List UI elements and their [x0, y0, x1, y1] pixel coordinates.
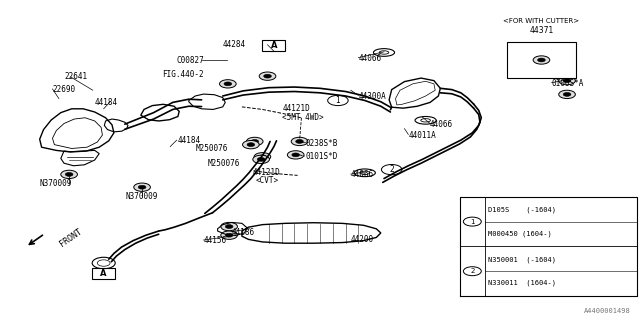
Circle shape [533, 56, 550, 64]
Text: 44184: 44184 [95, 98, 118, 107]
Text: 44156: 44156 [204, 236, 227, 245]
Circle shape [563, 92, 571, 96]
Text: <CVT>: <CVT> [256, 176, 279, 185]
Circle shape [538, 58, 545, 62]
Text: A: A [100, 269, 107, 278]
Text: 1: 1 [470, 219, 475, 225]
Text: 22641: 22641 [64, 72, 87, 81]
Text: C00827: C00827 [177, 56, 204, 65]
Text: A: A [271, 41, 277, 50]
Text: N370009: N370009 [125, 192, 158, 201]
Circle shape [296, 140, 303, 143]
Circle shape [224, 82, 232, 86]
Text: 44200: 44200 [351, 235, 374, 244]
Text: N350001  (-1604): N350001 (-1604) [488, 256, 556, 262]
Circle shape [243, 140, 259, 149]
Text: D105S    (-1604): D105S (-1604) [488, 206, 556, 213]
Circle shape [291, 137, 308, 146]
Text: 44066: 44066 [351, 170, 374, 179]
Circle shape [138, 185, 146, 189]
Circle shape [61, 170, 77, 179]
Text: N330011  (1604-): N330011 (1604-) [488, 280, 556, 286]
Text: 22690: 22690 [52, 85, 76, 94]
Circle shape [134, 183, 150, 191]
Text: A4400001498: A4400001498 [584, 308, 630, 314]
FancyBboxPatch shape [507, 42, 576, 78]
Text: 0238S*B: 0238S*B [306, 139, 339, 148]
Circle shape [65, 172, 73, 176]
Text: 44066: 44066 [430, 120, 453, 129]
Text: 44300A: 44300A [358, 92, 386, 100]
Circle shape [559, 76, 575, 85]
Text: 44066: 44066 [358, 54, 381, 63]
Circle shape [251, 140, 259, 143]
Circle shape [259, 155, 266, 159]
Text: M250076: M250076 [208, 159, 241, 168]
Circle shape [221, 222, 237, 231]
Circle shape [253, 155, 269, 164]
Circle shape [257, 157, 265, 161]
Circle shape [559, 90, 575, 99]
Circle shape [247, 143, 255, 147]
Circle shape [221, 231, 237, 239]
Text: 44011A: 44011A [408, 131, 436, 140]
Text: 2: 2 [389, 165, 394, 174]
Text: FIG.440-2: FIG.440-2 [162, 70, 204, 79]
Text: N370009: N370009 [40, 179, 72, 188]
Text: FRONT: FRONT [58, 227, 83, 248]
Text: 44284: 44284 [223, 40, 246, 49]
Circle shape [264, 74, 271, 78]
Circle shape [563, 79, 571, 83]
Text: M000450 (1604-): M000450 (1604-) [488, 230, 552, 237]
Circle shape [246, 137, 263, 146]
Text: 1: 1 [335, 96, 340, 105]
FancyBboxPatch shape [262, 40, 285, 51]
Text: M250076: M250076 [196, 144, 228, 153]
Text: 0101S*D: 0101S*D [306, 152, 339, 161]
FancyBboxPatch shape [92, 268, 115, 279]
Circle shape [254, 153, 271, 161]
Text: <FOR WITH CUTTER>: <FOR WITH CUTTER> [504, 18, 579, 24]
Circle shape [225, 233, 233, 237]
Text: 44121D: 44121D [253, 168, 280, 177]
Circle shape [287, 151, 304, 159]
Text: 44186: 44186 [232, 228, 255, 237]
Circle shape [259, 72, 276, 80]
Circle shape [220, 80, 236, 88]
Text: 44121D: 44121D [283, 104, 310, 113]
Text: 0100S*A: 0100S*A [552, 79, 584, 88]
Text: 2: 2 [470, 268, 474, 274]
Text: 44184: 44184 [178, 136, 201, 145]
Circle shape [292, 153, 300, 157]
Text: 44371: 44371 [529, 26, 554, 35]
Circle shape [225, 225, 233, 228]
Text: <5MT 4WD>: <5MT 4WD> [282, 113, 323, 122]
